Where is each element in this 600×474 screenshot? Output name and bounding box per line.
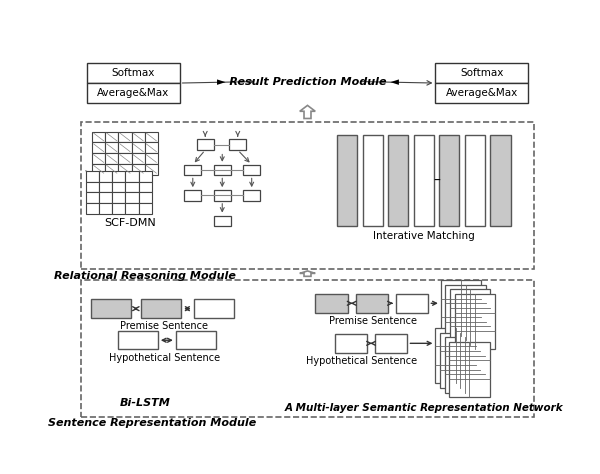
Bar [436,63,529,83]
Bar [145,132,158,142]
Bar [112,171,125,182]
Bar [139,203,152,214]
Bar [145,142,158,153]
Bar [243,164,260,175]
Text: Sentence Representation Module: Sentence Representation Module [49,419,257,428]
Bar [139,182,152,192]
Bar [184,164,202,175]
Text: Interative Matching: Interative Matching [373,230,475,240]
Bar [125,203,139,214]
Bar [118,142,131,153]
Bar [445,337,485,392]
Bar [86,192,99,203]
Bar [337,136,357,226]
Bar [86,83,179,103]
Bar [440,333,481,388]
Bar [99,203,112,214]
Bar [243,190,260,201]
Bar [112,192,125,203]
Bar [388,136,408,226]
Bar [105,153,118,164]
Bar [86,203,99,214]
Bar [92,164,105,175]
Text: Relational Reasoning Module: Relational Reasoning Module [54,271,236,281]
Bar [86,63,179,83]
Bar [105,142,118,153]
Bar [91,300,131,318]
Bar [214,190,231,201]
Bar [439,136,460,226]
Bar [118,132,131,142]
Bar [490,136,511,226]
Bar [449,342,490,397]
Text: Premise Sentence: Premise Sentence [120,321,208,331]
Bar [99,192,112,203]
Bar [131,153,145,164]
Bar [105,164,118,175]
Bar [92,142,105,153]
Text: A Multi-layer Semantic Representation Network: A Multi-layer Semantic Representation Ne… [284,403,563,413]
Bar [455,294,495,349]
Bar [413,136,434,226]
Text: Bi-LSTM: Bi-LSTM [119,398,170,409]
Bar [86,182,99,192]
Bar [214,216,231,226]
Text: ► Result Prediction Module ◄: ► Result Prediction Module ◄ [217,76,398,87]
Text: –: – [433,174,440,188]
Text: Hypothetical Sentence: Hypothetical Sentence [109,353,220,363]
Bar [362,136,383,226]
Polygon shape [300,271,315,276]
Bar [92,153,105,164]
Bar [139,192,152,203]
Text: Average&Max: Average&Max [97,88,169,98]
Bar [145,164,158,175]
Bar [81,280,534,417]
Bar [450,290,490,345]
Bar [436,328,476,383]
Bar [105,132,118,142]
Bar [92,132,105,142]
Bar [139,171,152,182]
Bar [445,285,486,340]
Text: Softmax: Softmax [112,68,155,78]
Bar [99,171,112,182]
Bar [315,294,348,312]
Bar [125,192,139,203]
Bar [229,139,246,150]
Bar [176,331,216,349]
Bar [197,139,214,150]
Text: Hypothetical Sentence: Hypothetical Sentence [306,356,418,366]
Bar [184,190,202,201]
Bar [194,300,234,318]
Bar [112,203,125,214]
Bar [465,136,485,226]
Bar [99,182,112,192]
Bar [441,280,481,336]
Bar [375,334,407,353]
Bar [86,171,99,182]
Bar [145,153,158,164]
Bar [118,331,158,349]
Text: SCF-DMN: SCF-DMN [104,218,155,228]
Bar [131,132,145,142]
Text: Premise Sentence: Premise Sentence [329,316,418,326]
Bar [335,334,367,353]
Bar [131,164,145,175]
Bar [141,300,181,318]
Bar [81,121,534,269]
Bar [356,294,388,312]
Bar [112,182,125,192]
Bar [131,142,145,153]
Bar [118,153,131,164]
Bar [125,182,139,192]
Text: Softmax: Softmax [460,68,503,78]
Bar [125,171,139,182]
Text: Average&Max: Average&Max [446,88,518,98]
Bar [118,164,131,175]
Bar [436,83,529,103]
Polygon shape [300,105,315,118]
Bar [214,164,231,175]
Bar [396,294,428,312]
